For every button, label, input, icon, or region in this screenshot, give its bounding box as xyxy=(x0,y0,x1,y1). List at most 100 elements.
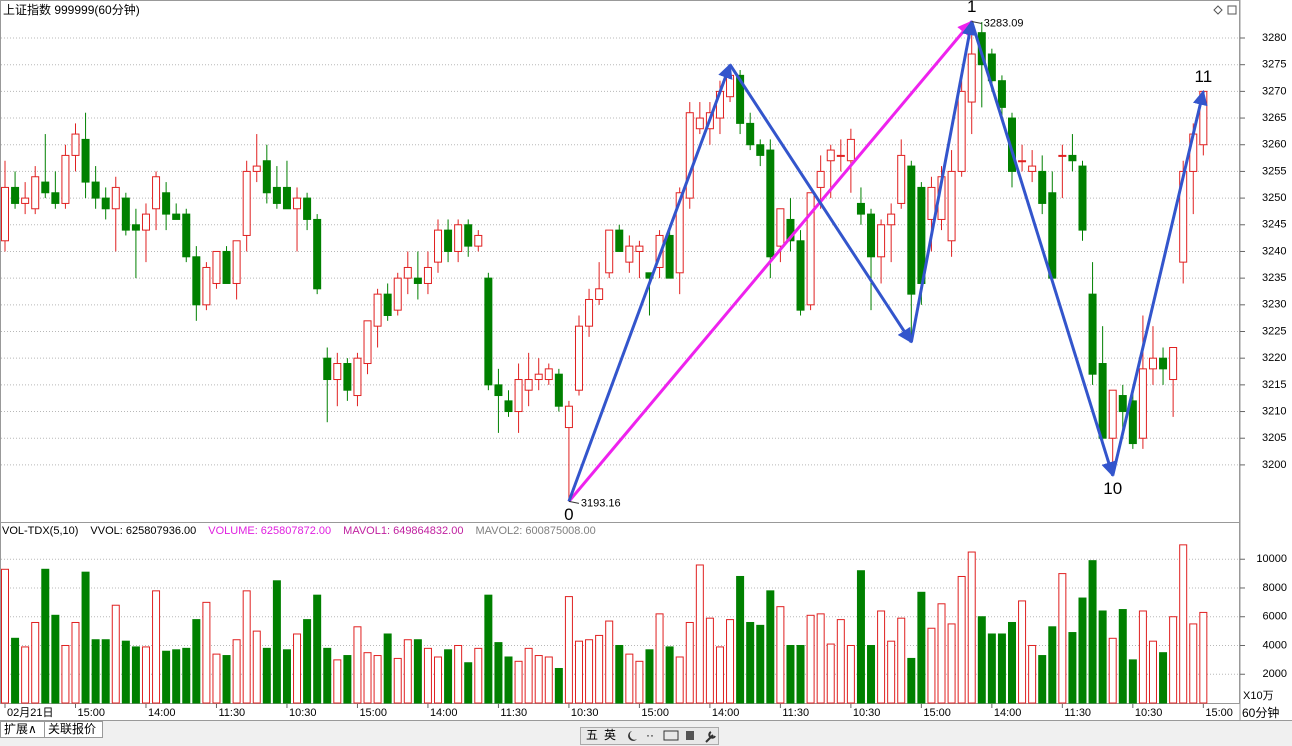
candle-body xyxy=(81,138,90,183)
y-tick-label: 3240 xyxy=(1262,245,1286,257)
volume-bar xyxy=(494,642,503,704)
wave-segment xyxy=(970,21,1116,478)
y-tick-label: 3250 xyxy=(1262,192,1286,204)
volume-bar xyxy=(222,655,231,704)
volume-bar xyxy=(1018,600,1027,704)
volume-bar xyxy=(272,580,281,704)
volume-bar xyxy=(685,621,694,704)
candle-body xyxy=(736,74,745,124)
y-tick-label: 3205 xyxy=(1262,432,1286,444)
volume-bar xyxy=(927,627,936,704)
volume-bar xyxy=(202,601,211,704)
volume-unit: X10万 xyxy=(1243,690,1274,702)
candle-body xyxy=(947,170,956,242)
volume-bar xyxy=(595,634,604,704)
volume-bar xyxy=(524,647,533,704)
candle-body xyxy=(524,379,533,391)
candle-body xyxy=(222,250,231,284)
volume-bar xyxy=(192,619,201,704)
icon-diamond[interactable] xyxy=(1213,5,1223,15)
volume-bar xyxy=(252,630,261,704)
volume-header: VOL-TDX(5,10) xyxy=(2,525,78,537)
candle-body xyxy=(343,363,352,391)
candle-body xyxy=(212,250,221,284)
volume-bar xyxy=(1118,609,1127,704)
x-tick-label: 15:00 xyxy=(923,707,951,719)
candle-body xyxy=(353,357,362,397)
volume-bar xyxy=(182,647,191,704)
volume-header: MAVOL1: 649864832.00 xyxy=(343,525,463,537)
volume-bar xyxy=(71,621,80,704)
volume-bar xyxy=(675,656,684,704)
toolbar-button[interactable]: 英 xyxy=(604,728,616,742)
candle-body xyxy=(162,192,171,215)
volume-bar xyxy=(11,637,20,704)
volume-bar xyxy=(121,640,130,704)
candle-body xyxy=(121,197,130,231)
candle-body xyxy=(1058,154,1067,157)
toolbar-icon[interactable]: ·· xyxy=(646,728,654,742)
candle-body xyxy=(1169,347,1178,381)
volume-bar xyxy=(101,639,110,704)
toolbar-icon[interactable] xyxy=(628,731,637,741)
x-tick-label: 10:30 xyxy=(289,707,317,719)
volume-bar xyxy=(232,639,241,704)
icon-window[interactable] xyxy=(1227,5,1237,15)
y-tick-label: 3230 xyxy=(1262,299,1286,311)
candle-body xyxy=(51,192,60,204)
y-tick-label: 3270 xyxy=(1262,85,1286,97)
candle-body xyxy=(625,245,634,263)
x-tick-label: 11:30 xyxy=(782,707,809,719)
toolbar-icon[interactable] xyxy=(705,731,716,743)
toolbar-button[interactable]: 五 xyxy=(586,728,598,742)
y-tick-label: 2000 xyxy=(1263,668,1287,680)
candle-body xyxy=(444,229,453,252)
volume-bar xyxy=(736,575,745,704)
candle-body xyxy=(806,192,815,306)
candle-body xyxy=(1018,160,1027,163)
volume-bar xyxy=(504,656,513,704)
volume-bar xyxy=(282,649,291,704)
volume-bar xyxy=(131,646,140,704)
y-tick-label: 3260 xyxy=(1262,139,1286,151)
candle-body xyxy=(494,384,503,397)
volume-bar xyxy=(1098,610,1107,704)
volume-bar xyxy=(21,646,30,704)
volume-bar xyxy=(776,606,785,704)
tab-label[interactable]: 关联报价 xyxy=(48,721,96,736)
y-tick-label: 3275 xyxy=(1262,59,1286,71)
volume-bar xyxy=(323,647,332,704)
candle-body xyxy=(101,197,110,210)
candle-body xyxy=(182,213,191,258)
candle-body xyxy=(726,74,735,98)
volume-bar xyxy=(796,644,805,704)
candle-body xyxy=(534,373,543,381)
tab-label[interactable]: 扩展∧ xyxy=(4,722,37,736)
volume-bar xyxy=(333,659,342,704)
volume-bar xyxy=(1008,621,1016,704)
candle-body xyxy=(91,181,100,199)
volume-bar xyxy=(353,626,362,704)
volume-bar xyxy=(162,650,171,704)
x-tick-label: 10:30 xyxy=(853,707,881,719)
volume-bar xyxy=(413,639,422,704)
toolbar-icon[interactable] xyxy=(663,730,679,741)
tab[interactable] xyxy=(44,721,103,738)
x-tick-label: 11:30 xyxy=(1064,707,1091,719)
y-tick-label: 3245 xyxy=(1262,219,1286,231)
candle-body xyxy=(131,224,140,231)
candle-body xyxy=(786,218,795,242)
y-tick-label: 3235 xyxy=(1262,272,1286,284)
volume-bar xyxy=(655,613,664,704)
volume-bar xyxy=(484,594,493,704)
volume-bar xyxy=(91,639,100,704)
volume-bar xyxy=(81,571,90,704)
toolbar-icon[interactable] xyxy=(686,731,694,740)
volume-bar xyxy=(997,633,1006,704)
volume-bar xyxy=(715,646,724,704)
volume-bar xyxy=(1108,637,1117,704)
candle-body xyxy=(836,154,845,157)
candle-body xyxy=(192,256,201,306)
candle-body xyxy=(1159,357,1168,370)
